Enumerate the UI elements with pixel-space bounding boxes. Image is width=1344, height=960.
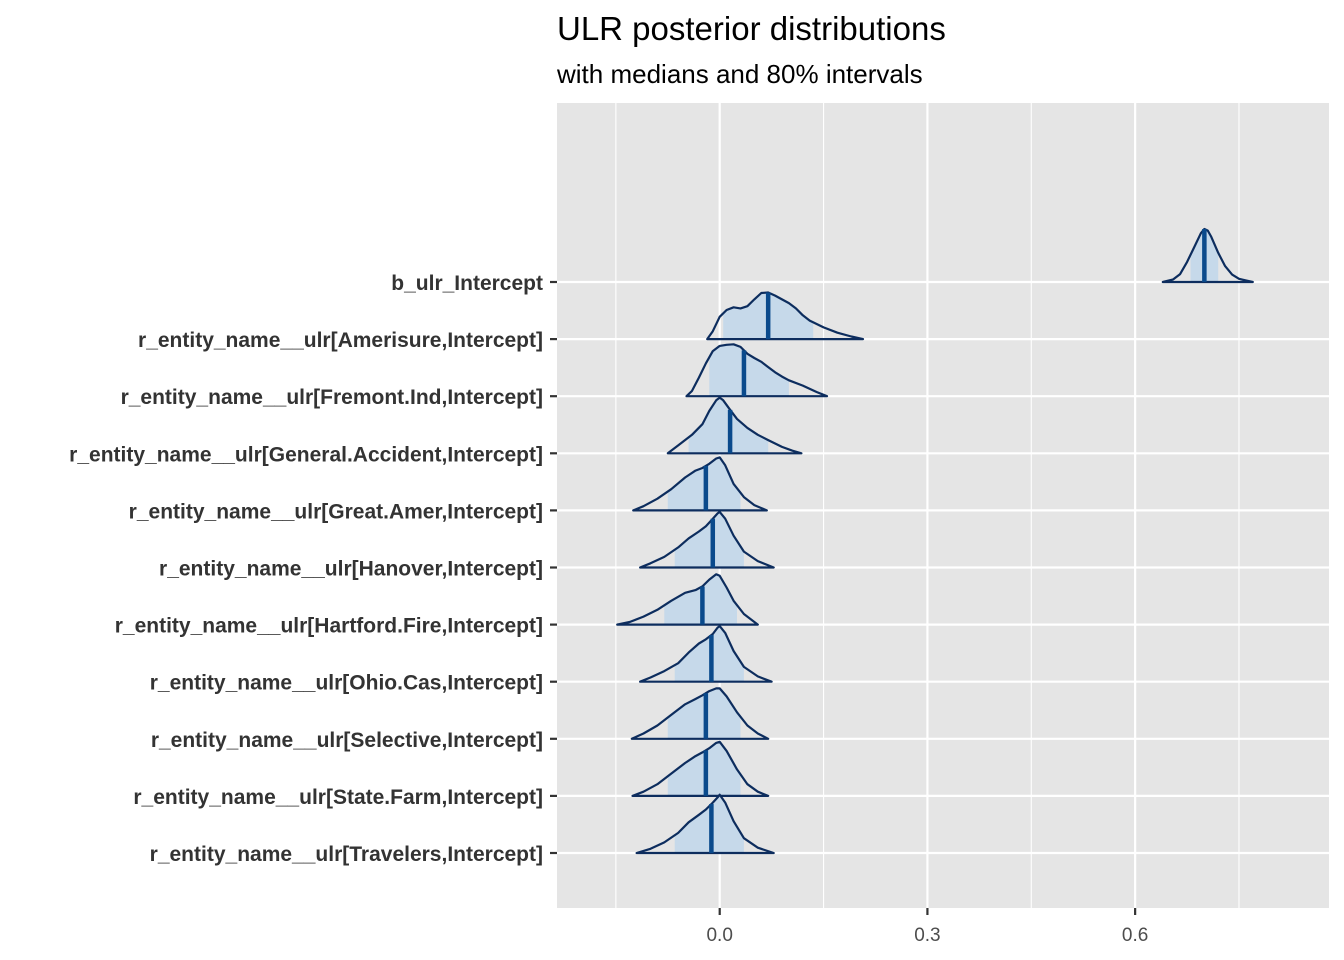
y-tick-label: r_entity_name__ulr[Fremont.Ind,Intercept… — [121, 386, 543, 409]
x-tick-label: 0.6 — [1122, 925, 1148, 946]
density-curve — [685, 343, 829, 398]
density-curve — [630, 687, 770, 740]
density-curve — [635, 793, 775, 855]
density-curve — [616, 573, 759, 626]
y-tick-label: r_entity_name__ulr[Selective,Intercept] — [151, 729, 543, 752]
ridge — [631, 740, 770, 797]
density-curve — [631, 740, 770, 797]
ridge — [639, 625, 773, 683]
ridge — [706, 291, 865, 341]
y-tick-label: r_entity_name__ulr[Hanover,Intercept] — [159, 558, 543, 581]
y-tick-label: r_entity_name__ulr[Ohio.Cas,Intercept] — [150, 672, 543, 695]
grid-lines — [557, 103, 1329, 908]
x-tick-label: 0.0 — [706, 925, 732, 946]
y-axis: b_ulr_Intercept r_entity_name__ulr[Ameris… — [69, 272, 557, 866]
interval-80-area — [674, 511, 744, 568]
ridge — [616, 573, 759, 626]
x-tick-label: 0.3 — [914, 925, 940, 946]
ridges — [616, 227, 1254, 855]
ridge — [630, 687, 770, 740]
ridge — [685, 343, 829, 398]
interval-80-area — [709, 344, 789, 397]
density-curve — [666, 396, 803, 455]
ridge — [635, 793, 775, 855]
y-tick-label: r_entity_name__ulr[Hartford.Fire,Interce… — [115, 615, 543, 638]
chart-title: ULR posterior distributions — [557, 10, 946, 47]
density-curve — [1161, 227, 1254, 284]
chart-subtitle: with medians and 80% intervals — [556, 59, 923, 89]
density-curve — [639, 510, 775, 569]
y-tick-label: r_entity_name__ulr[General.Accident,Inte… — [69, 443, 543, 466]
y-tick-label: r_entity_name__ulr[Great.Amer,Intercept] — [129, 500, 543, 523]
y-tick-label: r_entity_name__ulr[Travelers,Intercept] — [150, 843, 543, 866]
ridge — [639, 510, 775, 569]
density-curve — [639, 625, 773, 683]
y-tick-label: r_entity_name__ulr[State.Farm,Intercept] — [133, 786, 543, 809]
ridge — [1161, 227, 1254, 284]
density-curve — [632, 456, 768, 512]
y-tick-label: b_ulr_Intercept — [391, 272, 543, 295]
density-curve — [706, 291, 865, 341]
x-axis: 0.0 0.3 0.6 — [706, 908, 1148, 946]
ridge — [632, 456, 768, 512]
y-tick-label: r_entity_name__ulr[Amerisure,Intercept] — [138, 329, 543, 352]
ridge — [666, 396, 803, 455]
